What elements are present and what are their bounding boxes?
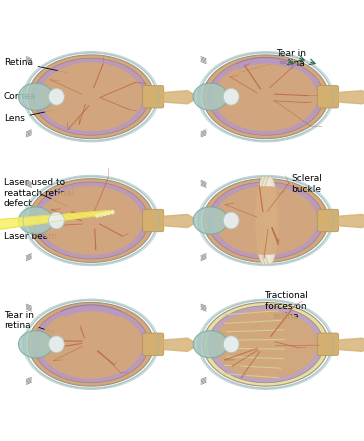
Text: Retina: Retina xyxy=(4,58,67,72)
FancyBboxPatch shape xyxy=(317,86,339,108)
Ellipse shape xyxy=(40,310,142,378)
Polygon shape xyxy=(61,305,121,317)
Ellipse shape xyxy=(203,55,329,138)
Circle shape xyxy=(103,212,106,215)
Ellipse shape xyxy=(262,176,278,265)
Ellipse shape xyxy=(19,331,53,358)
Ellipse shape xyxy=(223,88,239,105)
Ellipse shape xyxy=(28,303,154,386)
Ellipse shape xyxy=(40,186,142,255)
Ellipse shape xyxy=(208,306,324,383)
Ellipse shape xyxy=(208,58,324,135)
Text: Lens: Lens xyxy=(4,110,54,123)
Text: Scleral
buckle: Scleral buckle xyxy=(261,174,322,200)
Circle shape xyxy=(111,210,114,214)
Text: Cornea: Cornea xyxy=(4,92,43,101)
Ellipse shape xyxy=(19,83,53,110)
Ellipse shape xyxy=(259,176,275,265)
Ellipse shape xyxy=(193,207,228,234)
Ellipse shape xyxy=(214,186,317,255)
Ellipse shape xyxy=(49,88,64,105)
Ellipse shape xyxy=(33,306,149,383)
Ellipse shape xyxy=(203,303,329,386)
Polygon shape xyxy=(236,57,296,69)
Ellipse shape xyxy=(256,176,272,265)
Ellipse shape xyxy=(28,55,154,138)
Ellipse shape xyxy=(203,179,329,262)
Text: Laser used to
reattach retinal
defect: Laser used to reattach retinal defect xyxy=(4,178,74,208)
Text: Laser beam: Laser beam xyxy=(4,228,57,241)
Polygon shape xyxy=(0,211,110,230)
FancyBboxPatch shape xyxy=(143,86,164,108)
Ellipse shape xyxy=(49,212,64,229)
Ellipse shape xyxy=(33,182,149,259)
Ellipse shape xyxy=(193,83,228,110)
Text: Tear in
retina: Tear in retina xyxy=(4,311,54,333)
Ellipse shape xyxy=(49,336,64,353)
Ellipse shape xyxy=(214,63,317,131)
Ellipse shape xyxy=(223,212,239,229)
Ellipse shape xyxy=(214,310,317,378)
Ellipse shape xyxy=(193,331,228,358)
Ellipse shape xyxy=(40,63,142,131)
Ellipse shape xyxy=(223,336,239,353)
Circle shape xyxy=(99,213,103,216)
FancyBboxPatch shape xyxy=(317,333,339,355)
FancyBboxPatch shape xyxy=(143,333,164,355)
Circle shape xyxy=(107,211,110,214)
FancyBboxPatch shape xyxy=(317,209,339,232)
Text: Tractional
forces on
retina: Tractional forces on retina xyxy=(255,291,308,326)
Ellipse shape xyxy=(28,179,154,262)
Circle shape xyxy=(96,214,99,217)
FancyBboxPatch shape xyxy=(143,209,164,232)
Text: Tear in
retina: Tear in retina xyxy=(239,49,306,72)
Ellipse shape xyxy=(208,182,324,259)
Ellipse shape xyxy=(19,207,53,234)
Ellipse shape xyxy=(33,58,149,135)
